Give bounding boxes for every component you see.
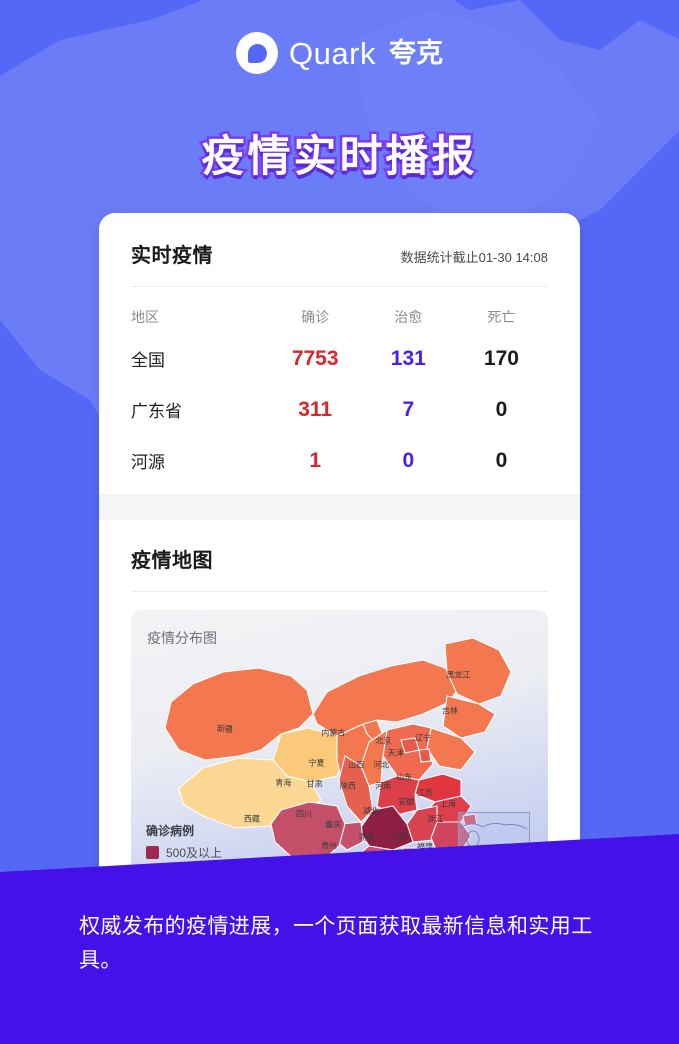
province-label: 新疆 [216, 724, 233, 733]
map-section-header: 疫情地图 [99, 520, 580, 573]
cell-dead: 0 [495, 448, 508, 472]
province-label: 浙江 [427, 814, 444, 823]
province-label: 重庆 [325, 820, 342, 829]
province-label: 山东 [396, 772, 413, 781]
cell-cured: 7 [402, 397, 415, 421]
province-label: 安徽 [398, 797, 415, 807]
realtime-section-header: 实时疫情 数据统计截止01-30 14:08 [99, 213, 580, 268]
table-row[interactable]: 全国 7753 131 170 [131, 333, 548, 384]
column-header-cured: 治愈 [394, 309, 423, 325]
footer-text: 权威发布的疫情进展，一个页面获取最新信息和实用工具。 [79, 915, 593, 973]
province-label: 湖南 [358, 832, 375, 841]
province-label: 江苏 [416, 788, 433, 798]
province-label: 辽宁 [414, 733, 431, 742]
legend-item: 500及以上 [146, 844, 222, 861]
map-caption: 疫情分布图 [147, 630, 217, 646]
province-label: 山西 [348, 760, 365, 769]
province-label: 天津 [387, 748, 404, 757]
province-label: 河南 [375, 781, 392, 790]
quark-logo-icon [236, 32, 279, 74]
province-label: 福建 [416, 842, 433, 852]
map-title: 疫情地图 [131, 550, 213, 572]
province-label: 河北 [373, 760, 390, 769]
province-label: 陕西 [339, 781, 356, 790]
stats-table-wrap: 地区 确诊 治愈 死亡 全国 7753 131 170 广东省 [99, 291, 580, 486]
column-header-confirmed: 确诊 [301, 309, 330, 325]
legend-label-500-plus: 500及以上 [166, 846, 223, 860]
province-label: 湖北 [362, 806, 379, 816]
section-separator-band [99, 494, 580, 520]
province-label: 黑龙江 [446, 670, 471, 679]
province-label: 上海 [439, 799, 456, 808]
table-row[interactable]: 广东省 311 7 0 [131, 384, 548, 435]
brand-header: Quark 夸克 [0, 32, 679, 74]
column-header-region: 地区 [131, 309, 159, 325]
province-label: 内蒙古 [321, 728, 346, 738]
cell-region: 河源 [131, 453, 165, 472]
cell-region: 全国 [131, 351, 165, 370]
province-label: 甘肃 [306, 779, 323, 789]
brand-wordmark: Quark [289, 35, 376, 71]
cell-confirmed: 311 [298, 397, 333, 421]
realtime-title: 实时疫情 [131, 245, 213, 267]
page-title-text: 疫情实时播报 [199, 131, 478, 184]
legend-title: 确诊病例 [146, 824, 195, 838]
header-divider [131, 286, 548, 287]
cell-dead: 170 [483, 346, 519, 370]
cell-cured: 131 [390, 346, 426, 370]
province-label: 北京 [375, 736, 392, 745]
data-timestamp: 数据统计截止01-30 14:08 [400, 250, 548, 265]
cell-dead: 0 [495, 397, 508, 421]
cell-region: 广东省 [131, 402, 182, 421]
cell-confirmed: 1 [309, 448, 322, 472]
footer-slab: 权威发布的疫情进展，一个页面获取最新信息和实用工具。 [0, 834, 679, 1044]
column-header-dead: 死亡 [487, 309, 516, 325]
table-row[interactable]: 河源 1 0 0 [131, 435, 548, 486]
province-label: 贵州 [321, 841, 338, 850]
province-label: 吉林 [442, 706, 458, 715]
cell-cured: 0 [402, 448, 415, 472]
province-label: 宁夏 [308, 758, 325, 768]
map-header-divider [131, 591, 548, 592]
content-card: 实时疫情 数据统计截止01-30 14:08 地区 确诊 治愈 死亡 全国 [99, 213, 580, 903]
province-label: 四川 [296, 809, 313, 819]
province-label: 江西 [391, 832, 408, 841]
stats-table: 地区 确诊 治愈 死亡 全国 7753 131 170 广东省 [131, 291, 548, 486]
cell-confirmed: 7753 [291, 346, 339, 370]
province-label: 青海 [275, 778, 292, 787]
province-label: 西藏 [243, 814, 260, 823]
page-title: 疫情实时播报 [0, 122, 679, 184]
legend-swatch-500-plus [146, 846, 159, 859]
brand-wordmark-cn: 夸克 [388, 37, 443, 68]
table-header-row: 地区 确诊 治愈 死亡 [131, 291, 548, 333]
